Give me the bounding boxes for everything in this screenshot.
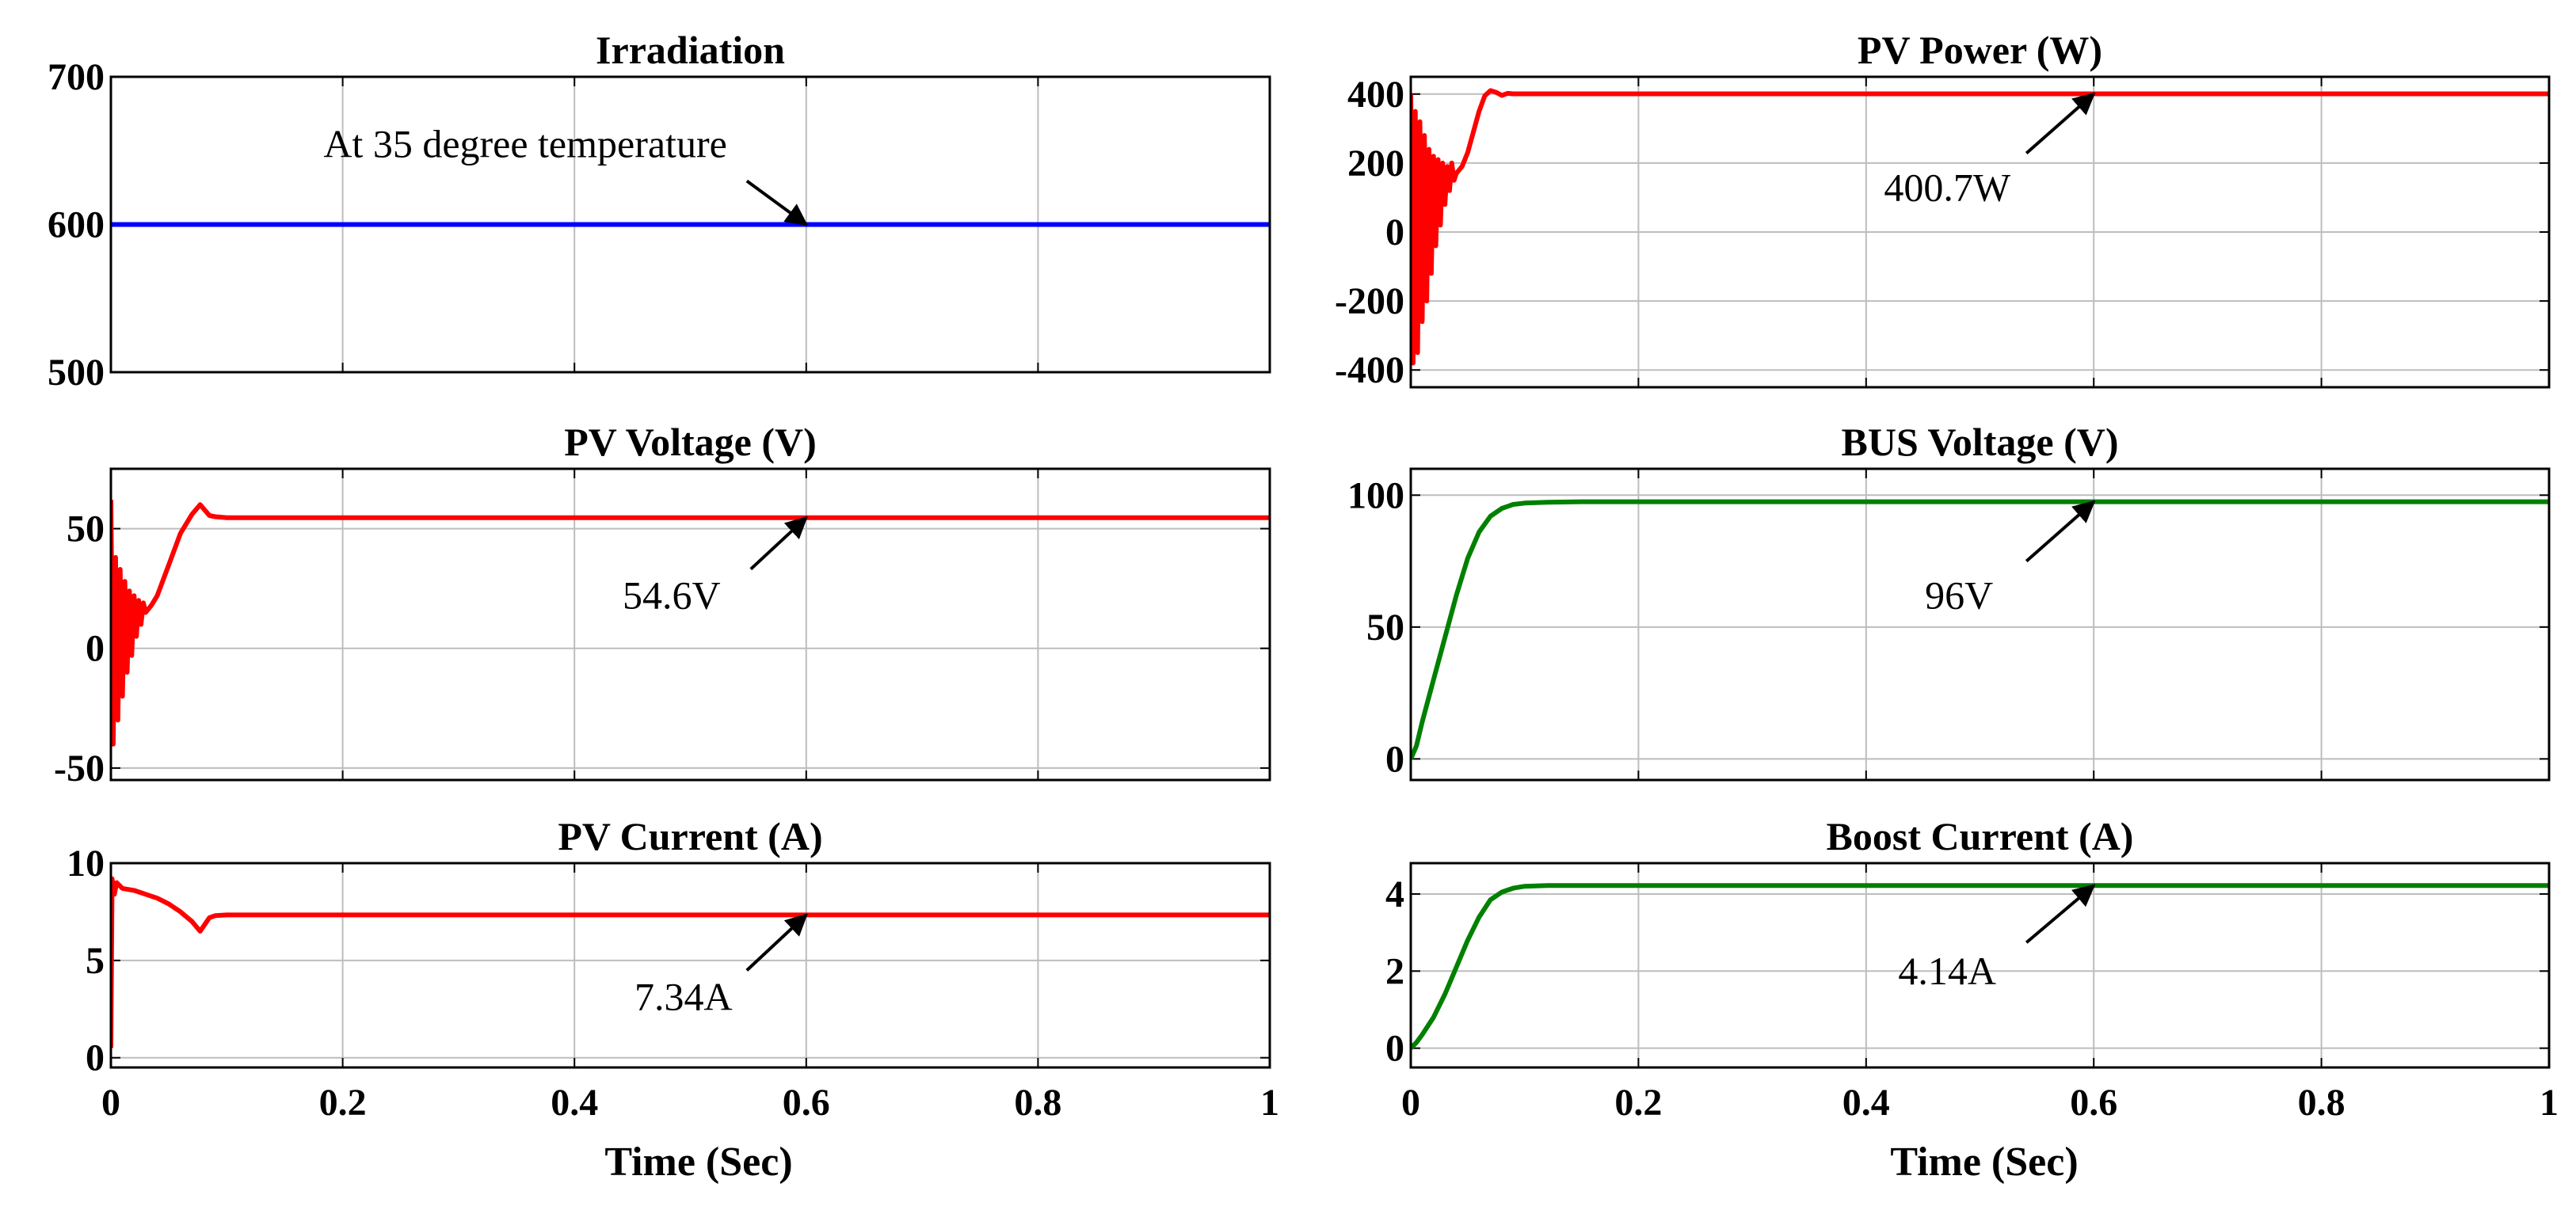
plot-area	[111, 469, 1270, 780]
annotation-arrow	[2025, 884, 2096, 944]
y-tick-label: 0	[1385, 738, 1404, 780]
panel-pv-power: -400 -200 0 200 400 PV Power (W) 400.7W	[1335, 28, 2551, 391]
x-tick-label: 0.4	[1842, 1082, 1890, 1124]
y-tick-label: -50	[54, 748, 105, 790]
axes-box	[109, 862, 1271, 1069]
annotation-label: 4.14A	[1898, 949, 1996, 993]
chart-title: PV Current (A)	[558, 814, 822, 858]
x-tick-label: 0.6	[783, 1082, 830, 1124]
series-line-pv-power	[1411, 88, 2549, 366]
panel-pv-current: 0 5 10 0 0.2 0.4 0.6 0.8 1 PV Current (A) 7.34A	[67, 814, 1279, 1124]
annotation-label: 96V	[1925, 573, 1993, 618]
y-tick-label: 4	[1385, 873, 1404, 915]
annotation-label: 400.7W	[1884, 165, 2011, 209]
plot-area	[1411, 469, 2549, 780]
x-tick-label: 0.2	[1614, 1082, 1662, 1124]
chart-title: BUS Voltage (V)	[1841, 420, 2118, 464]
y-tick-label: 50	[67, 508, 105, 550]
axes-box	[109, 467, 1271, 782]
y-tick-label: -200	[1335, 280, 1404, 322]
y-tick-label: 50	[1366, 607, 1404, 649]
x-axis-label-right: Time (Sec)	[1890, 1140, 2078, 1185]
y-tick-label: 5	[86, 940, 105, 982]
chart-title: PV Voltage (V)	[564, 420, 817, 464]
panel-irradiation: 500 600 700 Irradiation At 35 degree tempera…	[48, 28, 1271, 394]
annotation-arrow	[745, 913, 808, 972]
annotation-label: 54.6V	[623, 573, 721, 618]
chart-title: Irradiation	[596, 28, 785, 72]
series-line-pv-current	[111, 876, 1270, 1048]
x-tick-label: 0.4	[551, 1082, 598, 1124]
y-tick-label: 400	[1347, 74, 1404, 116]
y-tick-label: 500	[48, 352, 105, 394]
chart-title: Boost Current (A)	[1827, 814, 2134, 858]
x-tick-label: 1	[2540, 1082, 2559, 1124]
panel-boost-current: 0 2 4 0 0.2 0.4 0.6 0.8 1 Boost Current (A) 4.14A	[1385, 814, 2559, 1124]
x-tick-label: 1	[1260, 1082, 1279, 1124]
annotation-label: 7.34A	[634, 974, 733, 1018]
y-tick-label: -400	[1335, 349, 1404, 391]
y-tick-label: 0	[86, 1037, 105, 1079]
y-tick-label: 2	[1385, 950, 1404, 992]
axes-box	[109, 75, 1271, 374]
annotation-label: At 35 degree temperature	[323, 122, 726, 166]
axes-box	[1409, 467, 2551, 782]
panel-bus-voltage: 0 50 100 BUS Voltage (V) 96V	[1347, 420, 2551, 782]
x-tick-label: 0.2	[319, 1082, 367, 1124]
plot-area	[111, 863, 1270, 1067]
y-tick-label: 100	[1347, 474, 1404, 516]
chart-title: PV Power (W)	[1858, 28, 2102, 72]
annotation-arrow	[2025, 92, 2096, 154]
x-axis-label-left: Time (Sec)	[604, 1140, 792, 1185]
annotation-arrow	[745, 179, 809, 226]
axes-box	[1409, 75, 2551, 389]
y-tick-label: 0	[1385, 1028, 1404, 1070]
annotation-arrow	[749, 516, 808, 571]
series-line-pv-voltage	[111, 500, 1270, 747]
panel-pv-voltage: -50 0 50 PV Voltage (V) 54.6V	[54, 420, 1271, 790]
annotation-arrow	[2025, 500, 2096, 563]
y-tick-label: 0	[86, 628, 105, 670]
y-tick-label: 10	[67, 843, 105, 885]
y-tick-label: 600	[48, 204, 105, 246]
x-tick-label: 0.8	[2298, 1082, 2345, 1124]
x-tick-label: 0	[101, 1082, 120, 1124]
plot-area	[1411, 863, 2549, 1067]
y-tick-label: 0	[1385, 211, 1404, 253]
series-line-boost-current	[1411, 883, 2549, 1050]
series-line-bus-voltage	[1411, 499, 2549, 760]
x-tick-label: 0.6	[2070, 1082, 2117, 1124]
axes-box	[1409, 862, 2551, 1069]
y-tick-label: 200	[1347, 143, 1404, 185]
y-tick-label: 700	[48, 56, 105, 98]
x-tick-label: 0	[1401, 1082, 1420, 1124]
x-tick-label: 0.8	[1014, 1082, 1061, 1124]
